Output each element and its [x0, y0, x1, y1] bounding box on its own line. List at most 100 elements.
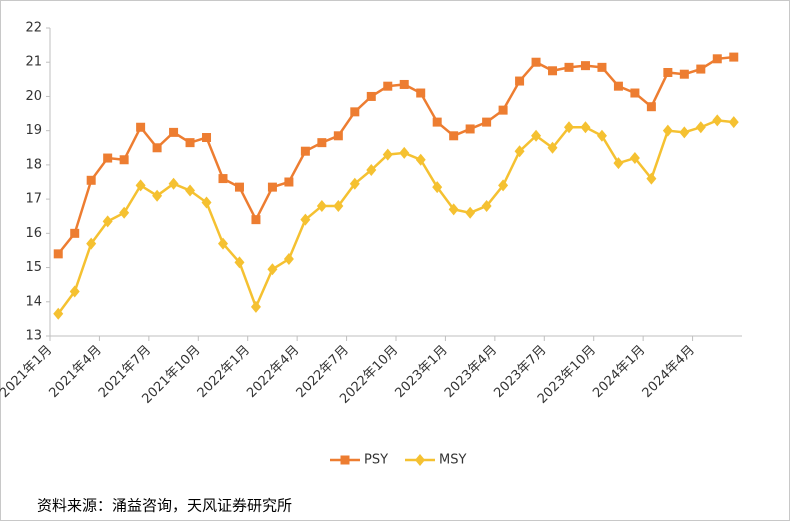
- data-point: [86, 237, 97, 250]
- data-point: [218, 237, 228, 250]
- data-point: [729, 52, 739, 62]
- y-tick-label: 16: [25, 226, 42, 241]
- y-tick-label: 19: [25, 123, 42, 138]
- data-point: [564, 62, 574, 72]
- data-point: [267, 263, 278, 276]
- data-point: [662, 124, 673, 137]
- data-point: [202, 133, 212, 143]
- data-point: [251, 215, 261, 225]
- data-point: [613, 81, 623, 91]
- data-point: [333, 199, 344, 212]
- data-point: [712, 54, 722, 64]
- data-point: [316, 199, 327, 212]
- data-point: [399, 79, 409, 89]
- data-point: [448, 203, 459, 216]
- data-point: [102, 215, 113, 228]
- data-point: [695, 121, 706, 134]
- data-point: [300, 146, 310, 156]
- data-point: [646, 102, 656, 112]
- data-point: [597, 62, 607, 72]
- y-tick-label: 21: [25, 55, 42, 70]
- data-point: [349, 177, 360, 190]
- data-point: [514, 145, 525, 158]
- data-point: [613, 157, 624, 170]
- y-tick-label: 18: [25, 157, 42, 172]
- data-point: [300, 213, 311, 226]
- y-tick-label: 14: [25, 294, 42, 309]
- data-point: [250, 300, 261, 313]
- data-point: [432, 181, 443, 194]
- data-point: [135, 179, 146, 192]
- data-point: [136, 122, 146, 132]
- data-point: [234, 182, 244, 192]
- data-point: [498, 179, 509, 192]
- y-tick-label: 17: [25, 192, 42, 207]
- data-point: [333, 131, 343, 141]
- data-point: [515, 76, 525, 86]
- data-point: [531, 57, 541, 67]
- data-point: [119, 206, 130, 219]
- data-point: [86, 175, 96, 185]
- data-point: [465, 206, 476, 219]
- data-point: [234, 256, 245, 269]
- data-point: [69, 285, 80, 298]
- data-point: [382, 148, 393, 161]
- data-point: [284, 177, 294, 187]
- data-point: [712, 114, 723, 127]
- data-point: [580, 61, 590, 71]
- data-point: [350, 107, 360, 117]
- data-point: [630, 88, 640, 98]
- data-point: [218, 174, 228, 184]
- data-point: [596, 129, 607, 142]
- legend-label: PSY: [364, 453, 388, 468]
- data-point: [679, 69, 689, 79]
- data-point: [383, 81, 393, 91]
- data-point: [53, 307, 64, 320]
- data-point: [548, 66, 558, 76]
- data-point: [53, 249, 63, 259]
- data-point: [317, 138, 327, 148]
- y-tick-label: 22: [25, 21, 42, 36]
- y-tick-label: 15: [25, 260, 42, 275]
- data-point: [366, 164, 377, 177]
- data-point: [564, 121, 574, 134]
- data-point: [482, 117, 492, 127]
- y-tick-label: 20: [25, 89, 42, 104]
- data-point: [152, 143, 162, 153]
- data-point: [629, 152, 640, 165]
- data-point: [366, 91, 376, 101]
- data-point: [696, 64, 706, 74]
- data-point: [185, 138, 195, 148]
- data-point: [267, 182, 277, 192]
- legend-marker: [415, 454, 425, 466]
- y-tick-label: 13: [25, 329, 42, 344]
- source-note: 资料来源：涌益咨询，天风证券研究所: [37, 497, 292, 515]
- data-point: [70, 228, 80, 238]
- data-point: [416, 88, 426, 98]
- data-point: [646, 172, 657, 185]
- data-point: [679, 126, 690, 139]
- data-point: [168, 177, 179, 190]
- data-point: [432, 117, 442, 127]
- data-point: [498, 105, 508, 115]
- data-point: [481, 199, 492, 212]
- legend-label: MSY: [439, 453, 466, 468]
- data-point: [283, 253, 294, 265]
- data-point: [465, 124, 475, 134]
- data-point: [152, 189, 163, 202]
- data-point: [103, 153, 113, 163]
- data-point: [728, 116, 739, 129]
- data-point: [580, 121, 591, 134]
- data-point: [531, 129, 542, 142]
- data-point: [169, 127, 179, 137]
- legend-marker: [340, 455, 350, 465]
- data-point: [399, 146, 410, 159]
- data-point: [185, 184, 196, 197]
- data-point: [415, 153, 426, 166]
- data-point: [201, 196, 212, 209]
- data-point: [663, 67, 673, 77]
- data-point: [547, 141, 558, 154]
- data-point: [119, 155, 129, 165]
